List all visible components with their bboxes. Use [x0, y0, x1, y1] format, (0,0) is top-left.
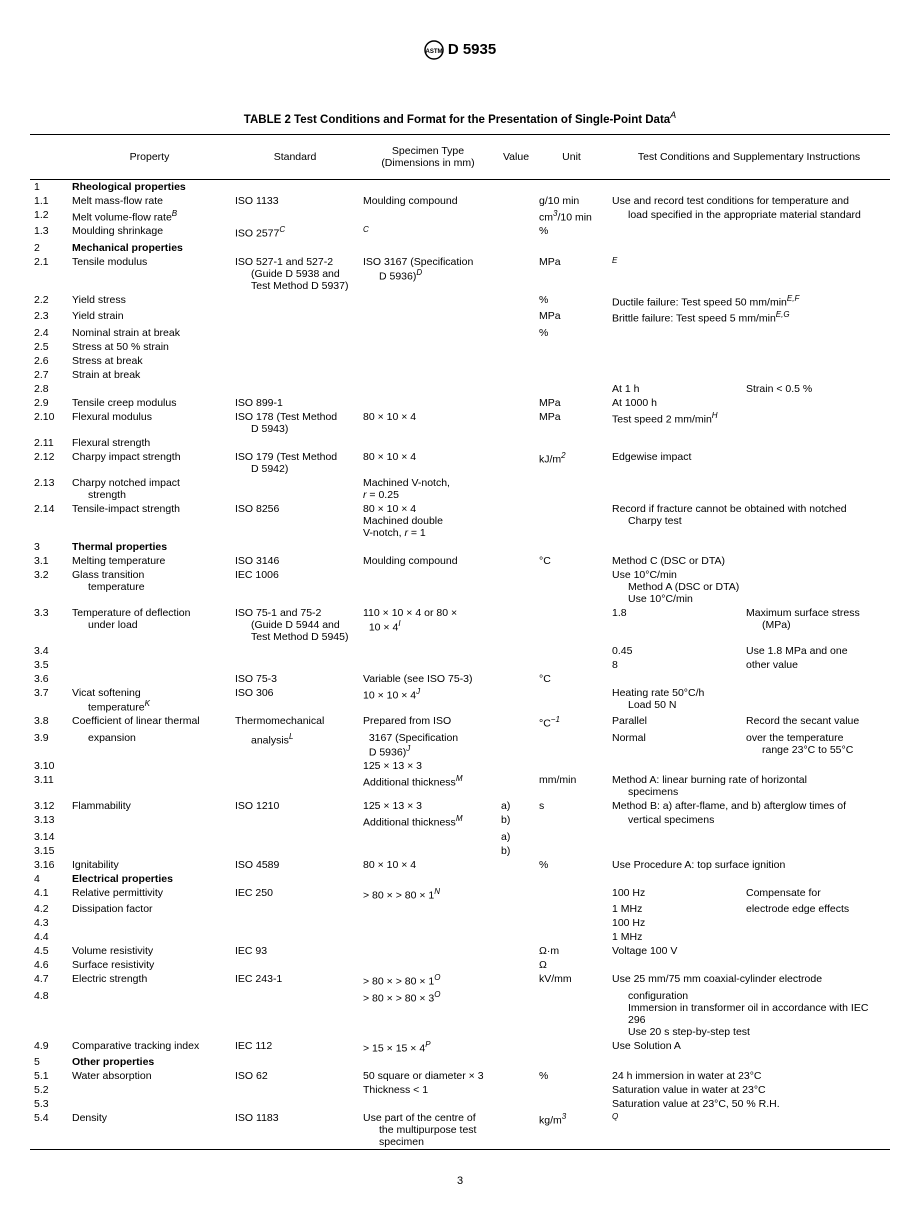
table-row: 4.7Electric strengthIEC 243-1> 80 × > 80…: [30, 972, 890, 989]
table-row: 3.58other value: [30, 658, 890, 672]
table-row: 3.16IgnitabilityISO 458980 × 10 × 4%Use …: [30, 858, 890, 872]
col-standard: Standard: [231, 134, 359, 179]
table-row: 1.2Melt volume-flow rateBcm3/10 minload …: [30, 208, 890, 225]
table-row: 2.11Flexural strength: [30, 436, 890, 450]
designation: D 5935: [448, 41, 496, 58]
table-row: 3.14a): [30, 830, 890, 844]
col-value: Value: [497, 134, 535, 179]
table-row: 2.13Charpy notched impactstrengthMachine…: [30, 476, 890, 502]
table-row: 2.1Tensile modulusISO 527-1 and 527-2(Gu…: [30, 255, 890, 293]
table-row: 2.3Yield strainMPaBrittle failure: Test …: [30, 309, 890, 326]
table-row: 1.1Melt mass-flow rateISO 1133Moulding c…: [30, 194, 890, 208]
table-row: 3.1Melting temperatureISO 3146Moulding c…: [30, 554, 890, 568]
table-row: 3.13Additional thicknessMb)vertical spec…: [30, 813, 890, 830]
table-row: 2.10Flexural modulusISO 178 (Test Method…: [30, 410, 890, 436]
table-row: 3.8Coefficient of linear thermalThermome…: [30, 714, 890, 731]
table-row: 3.40.45Use 1.8 MPa and one: [30, 644, 890, 658]
table-row: 3.15b): [30, 844, 890, 858]
table-row: 5.2Thickness < 1Saturation value in wate…: [30, 1083, 890, 1097]
table-row: 5.3Saturation value at 23°C, 50 % R.H.: [30, 1097, 890, 1111]
table-row: 2.14Tensile-impact strengthISO 825680 × …: [30, 502, 890, 540]
table-row: 4.2Dissipation factor1 MHzelectrode edge…: [30, 902, 890, 916]
table-row: 2.4Nominal strain at break%: [30, 326, 890, 340]
col-unit: Unit: [535, 134, 608, 179]
col-conditions: Test Conditions and Supplementary Instru…: [608, 134, 890, 179]
data-table: Property Standard Specimen Type(Dimensio…: [30, 134, 890, 1151]
svg-text:ASTM: ASTM: [425, 49, 442, 55]
astm-logo-icon: ASTM: [424, 40, 444, 60]
table-row: 4.6Surface resistivityΩ: [30, 958, 890, 972]
table-row: 2Mechanical properties: [30, 241, 890, 255]
table-row: 2.12Charpy impact strengthISO 179 (Test …: [30, 450, 890, 476]
table-row: 2.5Stress at 50 % strain: [30, 340, 890, 354]
col-specimen: Specimen Type(Dimensions in mm): [359, 134, 497, 179]
table-row: 2.9Tensile creep modulusISO 899-1MPaAt 1…: [30, 396, 890, 410]
table-row: 3.2Glass transitiontemperatureIEC 1006Us…: [30, 568, 890, 606]
col-property: Property: [68, 134, 231, 179]
table-row: 3Thermal properties: [30, 540, 890, 554]
table-row: 2.8At 1 hStrain < 0.5 %: [30, 382, 890, 396]
table-row: 2.6Stress at break: [30, 354, 890, 368]
table-row: 3.7Vicat softeningtemperatureKISO 30610 …: [30, 686, 890, 715]
table-row: 2.7Strain at break: [30, 368, 890, 382]
table-row: 4.41 MHz: [30, 930, 890, 944]
table-row: 4Electrical properties: [30, 872, 890, 886]
table-row: 5.4DensityISO 1183Use part of the centre…: [30, 1111, 890, 1150]
col-num: [30, 134, 68, 179]
table-row: 4.8> 80 × > 80 × 3OconfigurationImmersio…: [30, 989, 890, 1039]
table-row: 3.3Temperature of deflectionunder loadIS…: [30, 606, 890, 644]
page-header: ASTM D 5935: [30, 40, 890, 60]
table-title: TABLE 2 Test Conditions and Format for t…: [30, 110, 890, 126]
table-row: 4.3100 Hz: [30, 916, 890, 930]
table-row: 3.12FlammabilityISO 1210125 × 13 × 3a)sM…: [30, 799, 890, 813]
page-number: 3: [30, 1175, 890, 1187]
table-row: 5Other properties: [30, 1055, 890, 1069]
table-row: 5.1Water absorptionISO 6250 square or di…: [30, 1069, 890, 1083]
table-row: 3.9expansionanalysisL 3167 (Specificatio…: [30, 731, 890, 760]
table-row: 3.11Additional thicknessMmm/minMethod A:…: [30, 773, 890, 799]
table-row: 3.6ISO 75-3Variable (see ISO 75-3)°C: [30, 672, 890, 686]
table-row: 4.1Relative permittivityIEC 250> 80 × > …: [30, 886, 890, 903]
table-row: 1Rheological properties: [30, 179, 890, 194]
table-row: 3.10125 × 13 × 3: [30, 759, 890, 773]
table-row: 4.5Volume resistivityIEC 93Ω·mVoltage 10…: [30, 944, 890, 958]
table-row: 2.2Yield stress%Ductile failure: Test sp…: [30, 293, 890, 310]
table-row: 4.9Comparative tracking indexIEC 112> 15…: [30, 1039, 890, 1056]
table-header-row: Property Standard Specimen Type(Dimensio…: [30, 134, 890, 179]
table-row: 1.3Moulding shrinkageISO 2577CC%: [30, 224, 890, 241]
